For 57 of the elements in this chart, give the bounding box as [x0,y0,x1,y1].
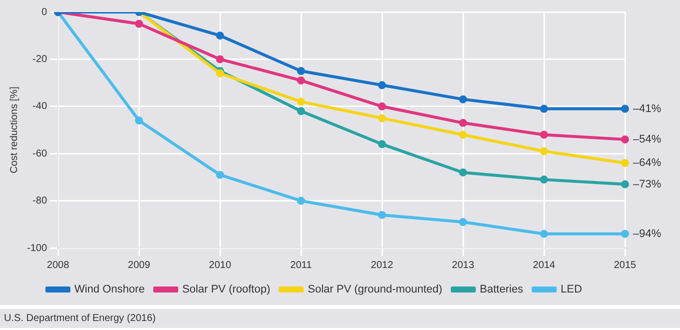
point [297,76,306,84]
text: U.S. Department of Energy (2016) [4,313,157,324]
point [378,81,386,90]
point [297,67,306,75]
x-tick-label: 2012 [370,260,394,271]
point [621,104,629,113]
y-tick-label: -20 [32,54,48,65]
point [540,176,548,184]
y-tick-label: -100 [27,242,48,254]
x-tick-label: 2011 [290,260,312,271]
point [378,210,386,219]
point [297,107,306,116]
legend-label: Solar PV (ground-mounted) [308,284,442,296]
point [621,230,629,238]
point [540,147,548,156]
legend-label: Solar PV (rooftop) [182,284,270,296]
x-tick-label: 2015 [614,260,637,271]
y-tick-label: -40 [32,101,48,112]
point [459,168,468,176]
y-tick-label: 0 [41,6,48,18]
point [621,159,629,168]
data-label: –41% [633,102,662,115]
point [297,196,306,205]
point [135,20,144,28]
y-tick-label: -60 [32,148,48,160]
point [378,114,386,122]
legend-label: LED [560,284,582,296]
x-tick-label: 2013 [452,260,475,271]
point [378,102,386,110]
point [216,170,224,179]
point [216,55,224,64]
data-label: –94% [633,228,662,240]
y-tick-label: -80 [32,196,48,207]
point [621,180,629,188]
x-tick-label: 2014 [532,260,556,271]
data-label: –54% [633,133,662,146]
point [540,104,548,113]
point [297,98,306,106]
x-tick-label: 2010 [208,260,232,271]
point [621,135,629,144]
point [540,130,548,139]
legend-label: Wind Onshore [74,284,145,296]
point [216,32,224,40]
point [378,140,386,148]
data-label: –73% [633,178,662,190]
x-tick-label: 2008 [46,260,70,271]
point [459,130,468,139]
legend-label: Batteries [480,284,524,296]
point [459,95,468,104]
y-axis-title: Cost reductions [%] [8,86,20,174]
x-tick-label: 2009 [128,260,151,271]
data-label: –64% [633,157,662,170]
point [216,69,224,78]
point [540,230,548,238]
point [459,218,468,226]
point [459,118,468,127]
point [135,116,144,125]
